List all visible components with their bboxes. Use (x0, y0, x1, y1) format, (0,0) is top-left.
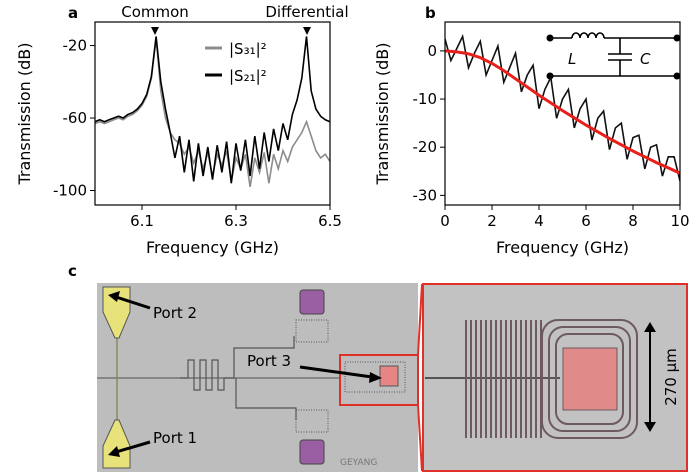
x-axis-label: Frequency (GHz) (496, 238, 629, 257)
annotation: Differential (265, 3, 348, 21)
series-line (445, 33, 680, 182)
scale-arrow (644, 422, 656, 432)
lc-device (344, 361, 406, 393)
spiral-inductor (548, 326, 631, 432)
x-tick-label: 8 (628, 212, 638, 230)
arrow-head (108, 446, 120, 457)
plot-frame (444, 21, 681, 206)
arrow-head (369, 372, 382, 383)
zoom-box (339, 354, 419, 406)
peak-marker (151, 27, 159, 35)
arrow (115, 440, 151, 454)
x-tick-label: 0 (440, 212, 450, 230)
zoom-line (417, 404, 423, 472)
terminal (546, 72, 554, 80)
chip-text: GEYANG (340, 458, 377, 468)
x-tick-label: 6 (581, 212, 591, 230)
port-pad (102, 419, 131, 469)
filter-top (295, 289, 329, 343)
x-axis-label: Frequency (GHz) (146, 238, 279, 257)
interdigital-capacitor (462, 320, 542, 438)
series-line (95, 36, 330, 184)
terminal (673, 34, 681, 42)
pad (299, 439, 325, 465)
annotation: Common (121, 3, 189, 21)
arrow (115, 295, 151, 310)
lc-device (379, 365, 399, 387)
y-tick-label: -30 (413, 186, 438, 204)
panel-label: c (68, 262, 77, 280)
spiral-inductor (555, 333, 624, 425)
arrow (299, 365, 373, 379)
y-tick-label: -60 (63, 109, 88, 127)
pad (299, 289, 325, 315)
annotation: L (568, 50, 576, 68)
y-tick-label: 0 (427, 42, 437, 60)
capacitor (295, 319, 329, 343)
plot-frame (94, 21, 331, 206)
y-tick-label: -20 (413, 138, 438, 156)
y-tick-label: -20 (63, 37, 88, 55)
inductor (571, 32, 605, 39)
port-label: Port 3 (247, 352, 291, 370)
series-line (445, 49, 680, 175)
port-label: Port 1 (153, 429, 197, 447)
legend-label: |S₂₁|² (229, 67, 267, 85)
capacitor-pad (562, 347, 618, 411)
x-tick-label: 10 (670, 212, 689, 230)
terminal (546, 34, 554, 42)
x-tick-label: 6.1 (130, 212, 154, 230)
circuit (550, 32, 677, 77)
y-tick-label: -100 (53, 182, 87, 200)
y-tick-label: -10 (413, 90, 438, 108)
x-tick-label: 2 (487, 212, 497, 230)
panel-label: a (68, 4, 78, 22)
port-label: Port 2 (153, 304, 197, 322)
y-axis-label: Transmission (dB) (373, 42, 392, 185)
x-tick-label: 4 (534, 212, 544, 230)
resonator (180, 336, 297, 420)
x-tick-label: 6.5 (318, 212, 342, 230)
peak-marker (303, 27, 311, 35)
terminal (673, 72, 681, 80)
spiral-inductor (541, 319, 638, 439)
panel-label: b (425, 4, 436, 22)
zoom-line (417, 283, 423, 356)
series-line (95, 38, 330, 188)
annotation: C (640, 50, 651, 68)
scale-arrow (644, 322, 656, 332)
arrow-head (108, 291, 120, 302)
legend-label: |S₃₁|² (229, 40, 267, 58)
scale-label: 270 µm (662, 348, 680, 406)
x-tick-label: 6.3 (224, 212, 248, 230)
filter-bottom (295, 409, 329, 465)
y-axis-label: Transmission (dB) (15, 42, 34, 185)
capacitor (295, 409, 329, 433)
